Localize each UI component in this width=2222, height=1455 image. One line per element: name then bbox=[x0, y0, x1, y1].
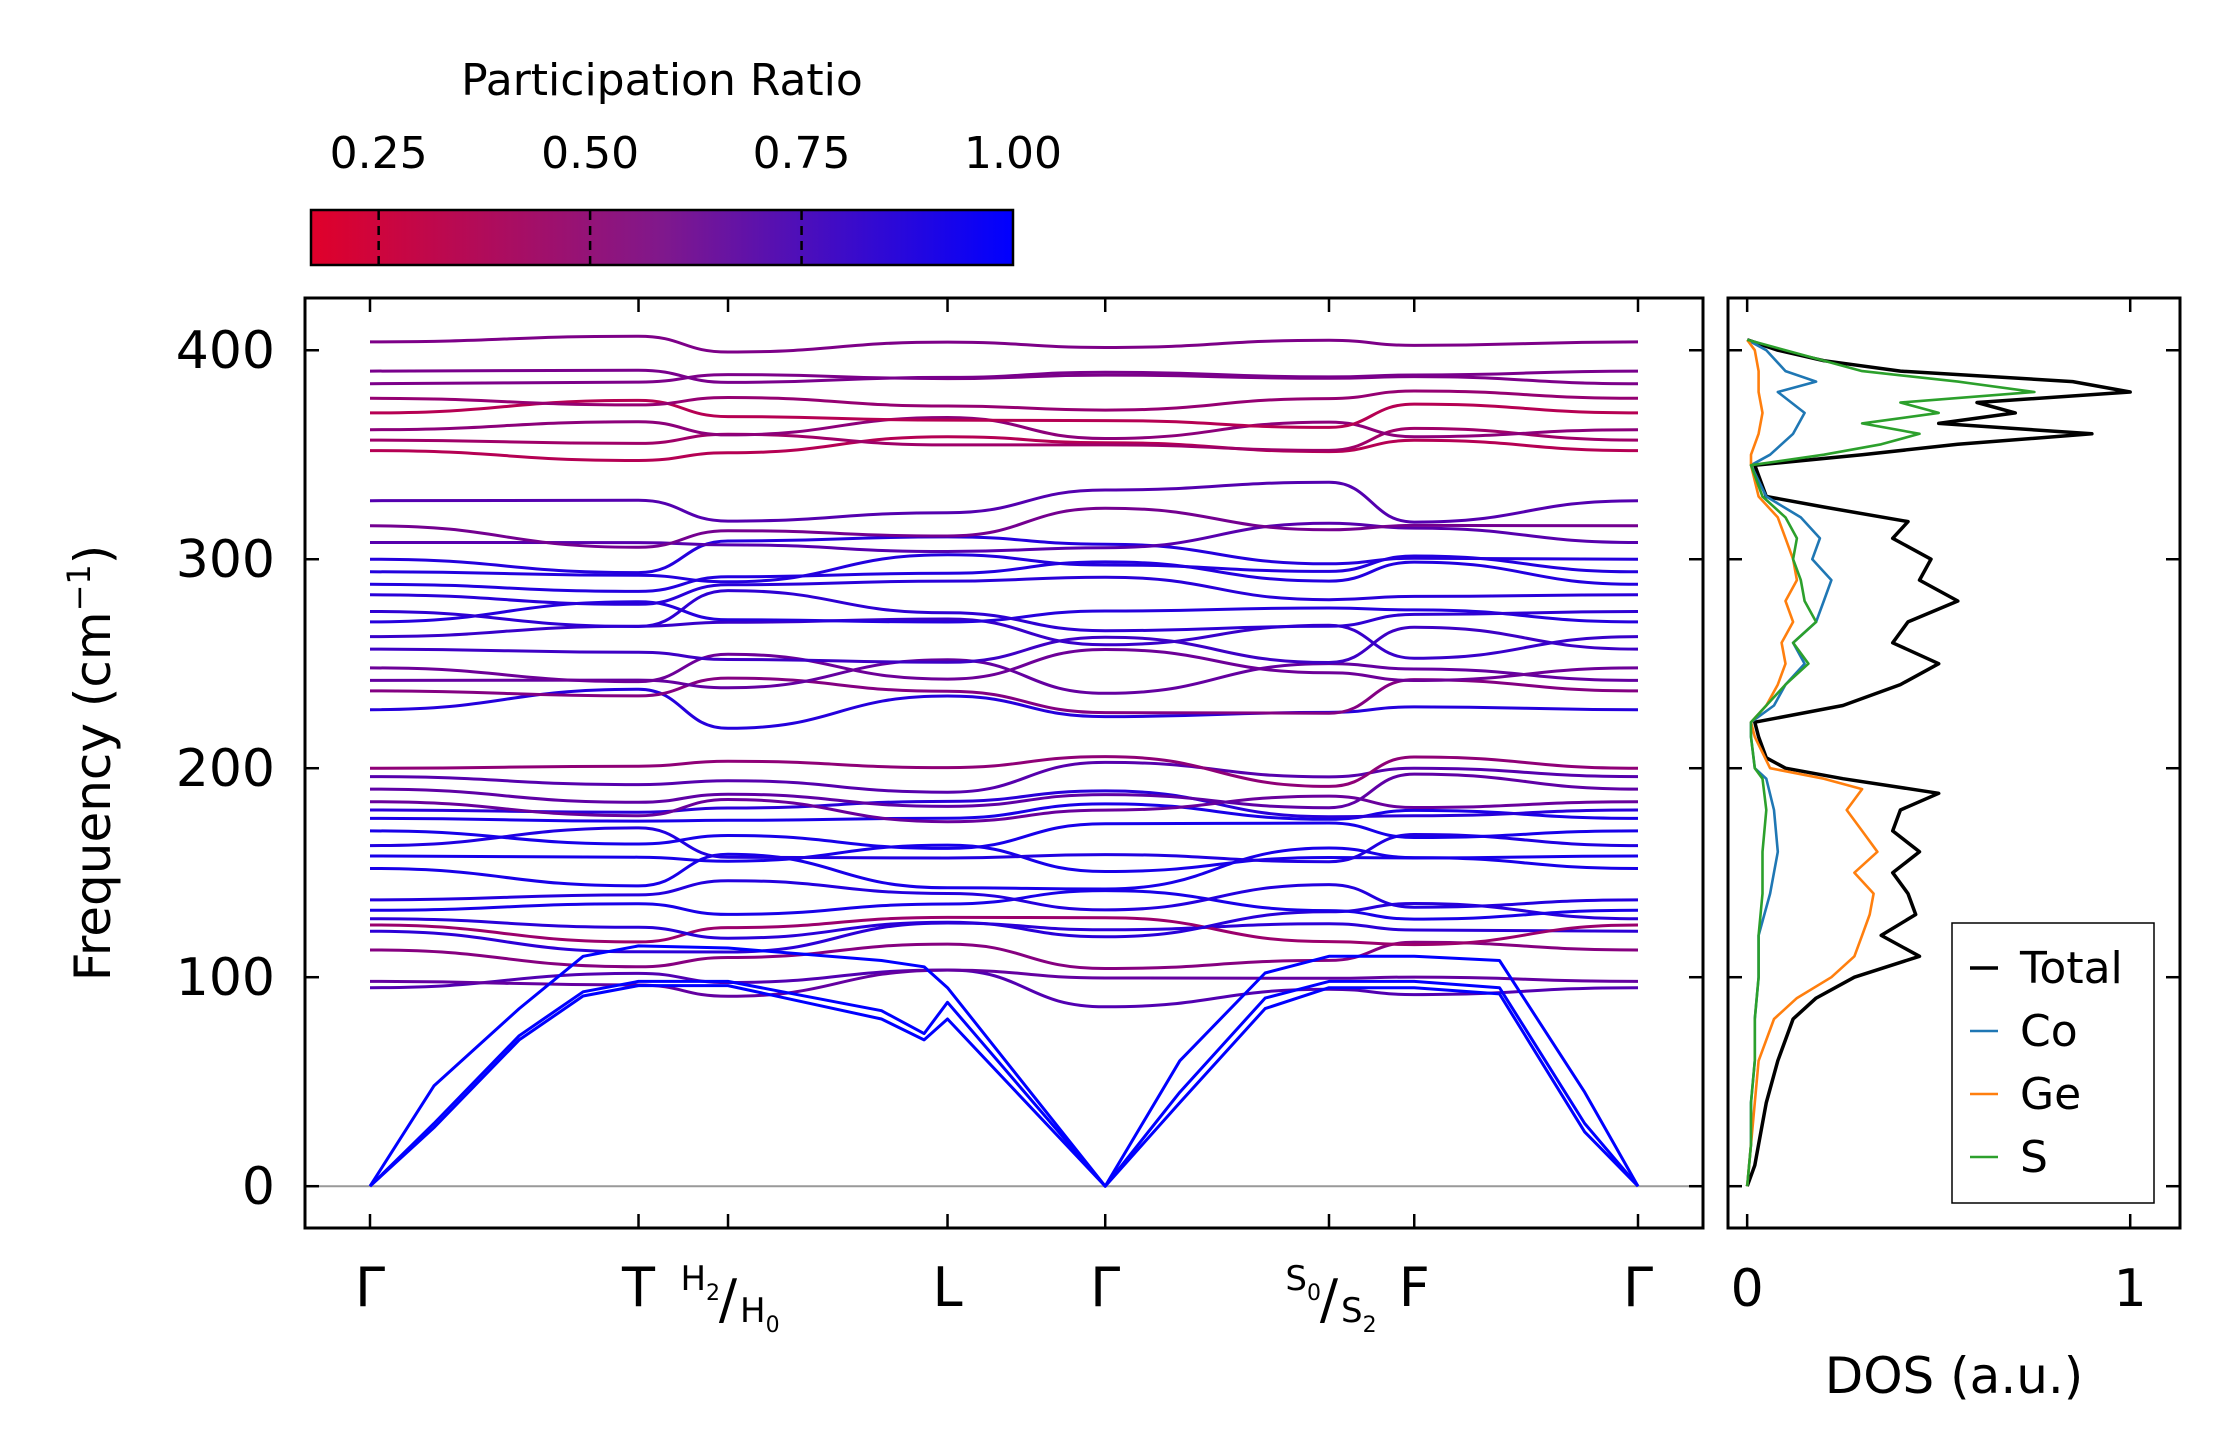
legend-entry-ge: Ge bbox=[2020, 1069, 2081, 1120]
split-label-top: H2 bbox=[680, 1259, 720, 1306]
optical-band bbox=[369, 968, 1639, 1009]
dos-x-label: DOS (a.u.) bbox=[1825, 1347, 2084, 1405]
optical-band bbox=[369, 435, 1639, 463]
optical-band bbox=[369, 389, 1639, 412]
ylabel-text: Frequency (cm bbox=[64, 611, 122, 981]
optical-band bbox=[369, 535, 1639, 575]
band-plot-area bbox=[305, 298, 1703, 1228]
optical-band bbox=[369, 755, 1639, 788]
band-y-tick-label: 100 bbox=[176, 948, 275, 1008]
colorbar-tick-labels: 0.25 0.50 0.75 1.00 bbox=[330, 128, 1062, 179]
optical-band bbox=[369, 398, 1639, 429]
optical-band bbox=[369, 879, 1639, 912]
dos-series-s bbox=[1745, 338, 2036, 1187]
acoustic-band bbox=[368, 984, 1640, 1188]
optical-band bbox=[369, 415, 1639, 441]
band-x-tick-label: T bbox=[621, 1256, 656, 1319]
optical-band bbox=[369, 560, 1639, 593]
dos-plot-frame bbox=[1726, 296, 2182, 1230]
optical-band bbox=[369, 600, 1639, 624]
split-label-top-sub: 2 bbox=[706, 1281, 720, 1306]
dos-series-total bbox=[1745, 338, 2132, 1187]
split-label-top-sub: 0 bbox=[1307, 1281, 1321, 1306]
dos-lines bbox=[1745, 338, 2132, 1187]
dos-x-tick-label: 0 bbox=[1731, 1259, 1764, 1319]
band-plot-frame bbox=[303, 296, 1705, 1230]
colorbar-tick-label: 0.50 bbox=[541, 128, 639, 179]
band-y-tick-label: 300 bbox=[176, 530, 275, 590]
band-x-tick-label: Γ bbox=[1623, 1256, 1653, 1319]
optical-band bbox=[369, 334, 1639, 354]
band-x-tick-label: Γ bbox=[355, 1256, 385, 1319]
band-x-tick-label: Γ bbox=[1090, 1256, 1120, 1319]
optical-band bbox=[369, 915, 1639, 947]
optical-band bbox=[369, 521, 1639, 554]
ylabel-close: ) bbox=[64, 545, 122, 565]
dos-x-tick-label: 1 bbox=[2114, 1259, 2147, 1319]
optical-band bbox=[369, 821, 1639, 850]
optical-band bbox=[369, 772, 1639, 810]
split-label-top: S0 bbox=[1285, 1259, 1321, 1306]
optical-band bbox=[369, 589, 1639, 633]
optical-band bbox=[369, 480, 1639, 524]
band-x-tick-label-split: S0/S2 bbox=[1285, 1259, 1376, 1338]
split-label-bottom-sub: 2 bbox=[1363, 1313, 1377, 1338]
optical-band bbox=[369, 940, 1639, 971]
colorbar-tick-label: 1.00 bbox=[964, 128, 1062, 179]
band-x-tick-label-split: H2/H0 bbox=[680, 1259, 779, 1338]
band-lines bbox=[305, 334, 1703, 1188]
band-x-ticks: Γ T H2/H0L Γ S0/S2F Γ bbox=[355, 298, 1653, 1338]
optical-band bbox=[369, 553, 1639, 584]
band-x-tick-label: L bbox=[932, 1256, 962, 1319]
split-label-bottom-sub: 0 bbox=[766, 1313, 780, 1338]
legend-entry-total: Total bbox=[2019, 943, 2123, 994]
band-x-tick-label: F bbox=[1399, 1256, 1430, 1319]
optical-band bbox=[369, 794, 1639, 824]
legend-entry-s: S bbox=[2020, 1132, 2048, 1183]
optical-band bbox=[369, 575, 1639, 606]
split-label-bottom: S2 bbox=[1341, 1291, 1377, 1338]
optical-band bbox=[369, 760, 1639, 794]
acoustic-band bbox=[368, 979, 1640, 1188]
band-y-ticks: 0 100 200 300 400 bbox=[176, 321, 1703, 1217]
optical-band bbox=[369, 625, 1639, 665]
colorbar-tick-label: 0.25 bbox=[330, 128, 428, 179]
split-label-bottom: H0 bbox=[740, 1291, 780, 1338]
optical-band bbox=[369, 647, 1639, 684]
legend-entry-co: Co bbox=[2020, 1006, 2078, 1057]
split-label-sep: / bbox=[719, 1268, 738, 1331]
colorbar-ticks bbox=[377, 211, 803, 264]
colorbar bbox=[309, 208, 1015, 267]
acoustic-band bbox=[368, 944, 1640, 1188]
ylabel-superscript: −1 bbox=[60, 564, 98, 611]
band-y-label: Frequency (cm−1) bbox=[60, 545, 122, 982]
optical-band bbox=[369, 826, 1639, 864]
optical-band bbox=[369, 506, 1639, 549]
band-y-tick-label: 200 bbox=[176, 739, 275, 799]
optical-band bbox=[369, 921, 1639, 954]
legend: Total Co Ge S bbox=[1951, 922, 2155, 1204]
colorbar-tick-label: 0.75 bbox=[753, 128, 851, 179]
optical-band bbox=[369, 426, 1639, 452]
colorbar-title: Participation Ratio bbox=[461, 55, 863, 106]
band-y-tick-label: 0 bbox=[242, 1157, 275, 1217]
split-label-sep: / bbox=[1320, 1268, 1339, 1331]
optical-band bbox=[369, 687, 1639, 730]
optical-band bbox=[369, 901, 1639, 940]
optical-band bbox=[369, 802, 1639, 823]
optical-band bbox=[369, 789, 1639, 819]
optical-band bbox=[369, 368, 1639, 384]
band-y-tick-label: 400 bbox=[176, 321, 275, 381]
optical-band bbox=[369, 373, 1639, 386]
